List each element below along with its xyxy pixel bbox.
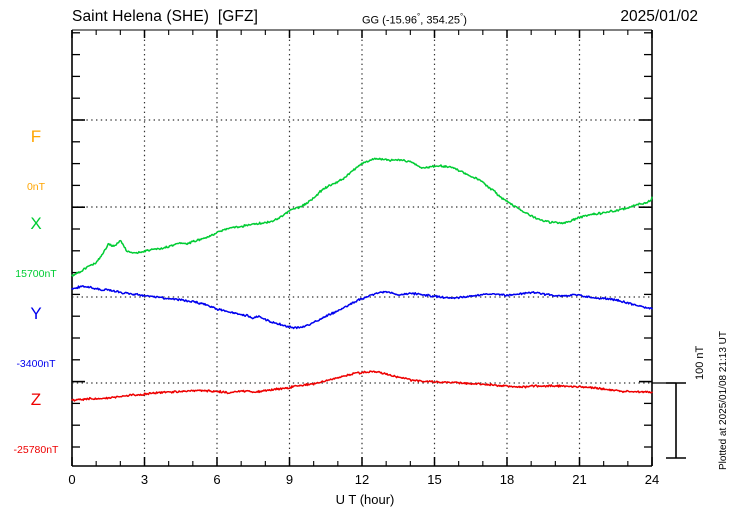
component-letter-f: F — [30, 127, 42, 146]
x-axis-tick-label: 18 — [499, 472, 515, 487]
component-letter-z: Z — [30, 390, 42, 409]
x-axis-tick-label: 15 — [427, 472, 442, 487]
x-axis-tick-label: 6 — [213, 472, 221, 487]
x-axis-tick-label: 24 — [644, 472, 660, 487]
component-baseline-f: 0nT — [26, 181, 46, 193]
station-title: Saint Helena (SHE) [GFZ] — [72, 8, 258, 25]
x-axis-tick-label: 0 — [68, 472, 76, 487]
component-letter-x: X — [30, 214, 42, 233]
component-baseline-z: -25780nT — [13, 444, 59, 456]
plotted-timestamp: Plotted at 2025/01/08 21:13 UT — [718, 331, 729, 470]
coords-close-paren: ) — [463, 14, 467, 27]
geographic-coordinates: GG (-15.96°, 354.25°) — [362, 12, 467, 27]
component-letter-y: Y — [30, 304, 42, 323]
x-axis-tick-label: 3 — [140, 472, 149, 487]
component-label-y: Y -3400nT — [0, 269, 72, 389]
component-baseline-x: 15700nT — [15, 268, 57, 280]
trace-z — [71, 370, 653, 402]
x-axis-title: U T (hour) — [335, 492, 395, 507]
coords-latitude: GG (-15.96 — [362, 14, 418, 27]
degree-symbol-lon: ° — [460, 12, 464, 21]
coords-longitude: , 354.25 — [420, 14, 460, 27]
component-baseline-y: -3400nT — [16, 358, 56, 370]
scale-bar-label: 100 nT — [694, 345, 706, 380]
trace-x — [71, 157, 653, 277]
degree-symbol-lat: ° — [417, 12, 421, 21]
component-label-z: Z -25780nT — [0, 355, 72, 475]
trace-y — [71, 285, 653, 330]
x-axis-tick-label: 21 — [572, 472, 587, 487]
x-axis-tick-label: 12 — [354, 472, 370, 487]
component-label-f: F 0nT — [0, 92, 72, 212]
component-label-x: X 15700nT — [0, 179, 72, 299]
x-axis-tick-label: 9 — [285, 472, 294, 487]
observation-date: 2025/01/02 — [620, 8, 698, 25]
